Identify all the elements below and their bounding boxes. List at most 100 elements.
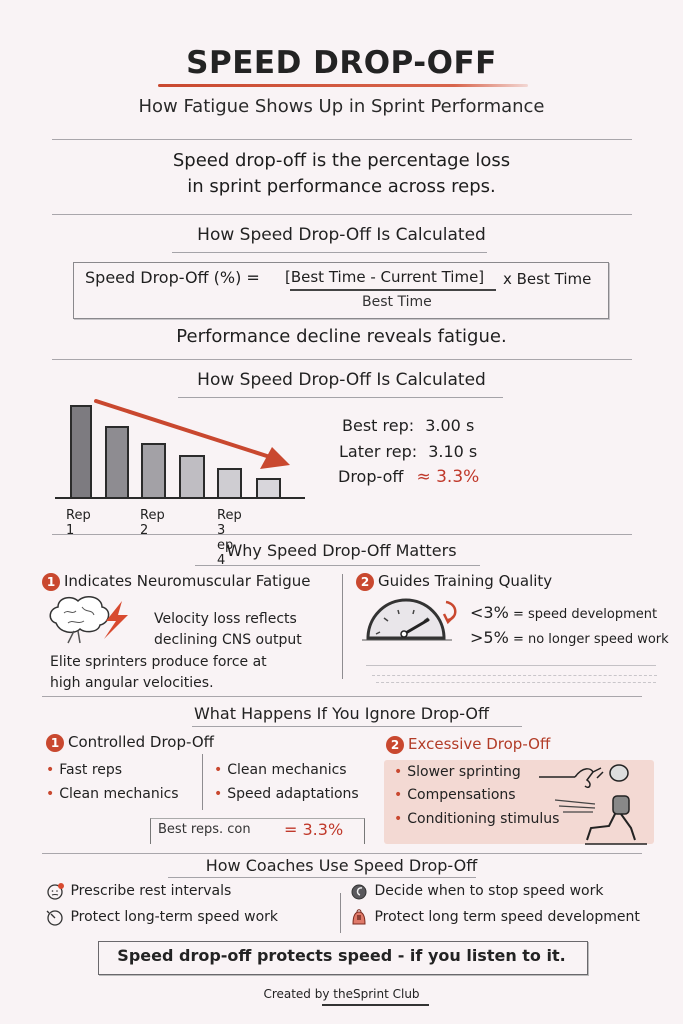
why-item-1-note-line-1: Elite sprinters produce force at (50, 654, 267, 670)
best-rep-label: Best rep: (342, 416, 415, 435)
why-item-1-desc-line-2: declining CNS output (154, 632, 302, 648)
x-tick-rep-1: Rep 1 (66, 508, 91, 538)
heading-rule (172, 252, 487, 253)
why-heading: Why Speed Drop-Off Matters (226, 541, 457, 560)
formula-lhs: Speed Drop-Off (%) = (85, 268, 260, 287)
stopwatch-icon (46, 910, 63, 926)
bullet-text: Clean mechanics (59, 786, 179, 802)
formula-heading: How Speed Drop-Off Is Calculated (197, 225, 486, 245)
page-title: SPEED DROP-OFF (186, 45, 497, 81)
controlled-bullet: • Fast reps (46, 762, 123, 778)
chart-bar-rep-1 (70, 405, 92, 497)
chart-x-axis (55, 497, 305, 499)
chart-bar-rep-5 (217, 468, 242, 497)
formula-takeaway: Performance decline reveals fatigue. (176, 326, 507, 347)
heading-rule (168, 877, 476, 878)
heading-rule (195, 565, 480, 566)
controlled-bullet: • Clean mechanics (46, 786, 179, 802)
bullet-text: Fast reps (59, 762, 123, 778)
dropoff-label: Drop-off (338, 467, 404, 486)
controlled-bullet: • Clean mechanics (214, 762, 347, 778)
later-rep-value: 3.10 s (428, 442, 478, 461)
excessive-bullet: • Slower sprinting (394, 764, 521, 780)
divider (52, 534, 632, 535)
intro-line-2: in sprint performance across reps. (187, 176, 496, 197)
number-badge: 2 (356, 572, 374, 591)
controlled-note-value: = 3.3% (284, 820, 344, 839)
intro-line-1: Speed drop-off is the percentage loss (172, 150, 511, 171)
column-divider (202, 754, 203, 810)
number-badge: 1 (46, 733, 64, 752)
formula-numerator: [Best Time - Current Time] (285, 268, 485, 286)
ignore-heading: What Happens If You Ignore Drop-Off (193, 704, 490, 723)
divider (42, 853, 642, 854)
coaches-heading: How Coaches Use Speed Drop-Off (205, 856, 478, 875)
divider (52, 214, 632, 215)
coach-item: Protect long term speed development (350, 908, 640, 926)
coach-item: Decide when to stop speed work (350, 882, 603, 900)
later-rep-stat: Later rep: 3.10 s (339, 442, 477, 461)
why-item-1-desc-line-1: Velocity loss reflects (154, 611, 297, 627)
coach-item-text: Protect long term speed development (374, 909, 640, 925)
best-rep-stat: Best rep: 3.00 s (342, 416, 474, 435)
coach-item-text: Protect long-term speed work (70, 909, 278, 925)
dropoff-stat: Drop-off ≈ 3.3% (338, 467, 479, 487)
bullet-text: Slower sprinting (407, 764, 521, 780)
divider (366, 665, 656, 666)
x-tick-rep-3-4: Rep 3 ep 4 (217, 508, 242, 568)
coach-item-text: Prescribe rest intervals (70, 883, 232, 899)
number-badge: 2 (386, 735, 404, 754)
fatigued-sprinter-icon (539, 764, 647, 845)
formula-box (73, 262, 609, 319)
coach-item: Prescribe rest intervals (46, 882, 231, 900)
threshold-1-meaning: = speed development (512, 607, 658, 622)
coach-item: Protect long-term speed work (44, 908, 278, 926)
why-item-1-note: Elite sprinters produce force at high an… (50, 652, 267, 694)
formula-denominator: Best Time (362, 294, 432, 310)
fraction-bar (290, 289, 496, 291)
number-badge: 1 (42, 572, 60, 591)
excessive-bullet: • Conditioning stimulus (394, 811, 560, 827)
why-item-1-desc: Velocity loss reflects declining CNS out… (154, 609, 302, 651)
controlled-note-box (150, 818, 365, 844)
threshold-rule-1: <3% = speed development (470, 603, 657, 622)
formula-multiplier: x Best Time (503, 270, 592, 288)
title-underline (158, 84, 528, 87)
credit-line: Created by theSprint Club (0, 987, 683, 1001)
dashed-divider (376, 682, 656, 683)
why-item-1-title: 1 Indicates Neuromuscular Fatigue (42, 572, 310, 591)
example-heading: How Speed Drop-Off Is Calculated (197, 370, 486, 390)
why-item-1-note-line-2: high angular velocities. (50, 675, 214, 691)
intro-text: Speed drop-off is the percentage loss in… (0, 148, 683, 200)
controlled-note-label: Best reps. con (158, 822, 251, 837)
later-rep-label: Later rep: (339, 442, 418, 461)
closing-statement: Speed drop-off protects speed - if you l… (117, 946, 566, 965)
x-tick-rep-2: Rep 2 (140, 508, 165, 538)
speedometer-icon (362, 598, 457, 641)
trend-arrow-icon (94, 399, 290, 469)
controlled-title: 1 Controlled Drop-Off (46, 733, 214, 752)
excessive-bullet: • Compensations (394, 787, 516, 803)
chart-bar-rep-2 (105, 426, 129, 497)
why-item-1-label: Indicates Neuromuscular Fatigue (64, 572, 311, 590)
excessive-label: Excessive Drop-Off (408, 735, 551, 753)
why-item-2-label: Guides Training Quality (378, 572, 553, 590)
chart-bar-rep-4 (179, 455, 205, 497)
controlled-bullet: • Speed adaptations (214, 786, 359, 802)
heading-rule (192, 726, 522, 727)
credit-prefix: Created by (263, 987, 330, 1001)
closing-box (98, 941, 588, 975)
threshold-2: >5% (470, 628, 509, 647)
credit-brand: theSprint Club (333, 987, 420, 1001)
threshold-rule-2: >5% = no longer speed work (470, 628, 669, 647)
threshold-1: <3% (470, 603, 509, 622)
warning-bell-icon (352, 909, 366, 925)
controlled-label: Controlled Drop-Off (68, 733, 214, 751)
bullet-text: Speed adaptations (227, 786, 359, 802)
divider (42, 696, 642, 697)
bullet-text: Clean mechanics (227, 762, 347, 778)
excessive-title: 2 Excessive Drop-Off (386, 735, 550, 754)
rest-face-icon (47, 883, 64, 900)
why-item-2-title: 2 Guides Training Quality (356, 572, 552, 591)
excessive-panel (384, 760, 654, 844)
